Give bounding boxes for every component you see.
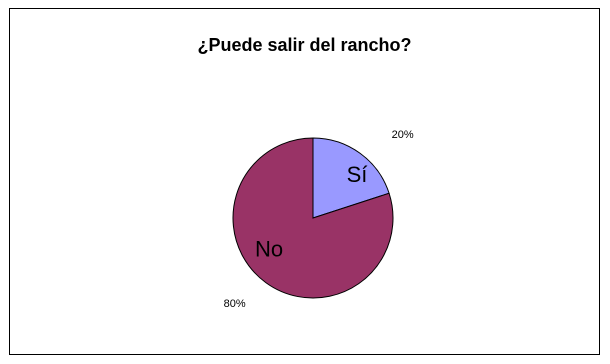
chart-title: ¿Puede salir del rancho?	[197, 35, 412, 55]
pie-slice-2	[232, 137, 394, 299]
slice-category-label: Sí	[347, 162, 368, 187]
slice-percent-label: 20%	[392, 129, 414, 141]
pie-slice-1	[312, 137, 390, 219]
slice-percent-label: 80%	[224, 298, 246, 310]
slice-category-label: No	[255, 236, 283, 261]
